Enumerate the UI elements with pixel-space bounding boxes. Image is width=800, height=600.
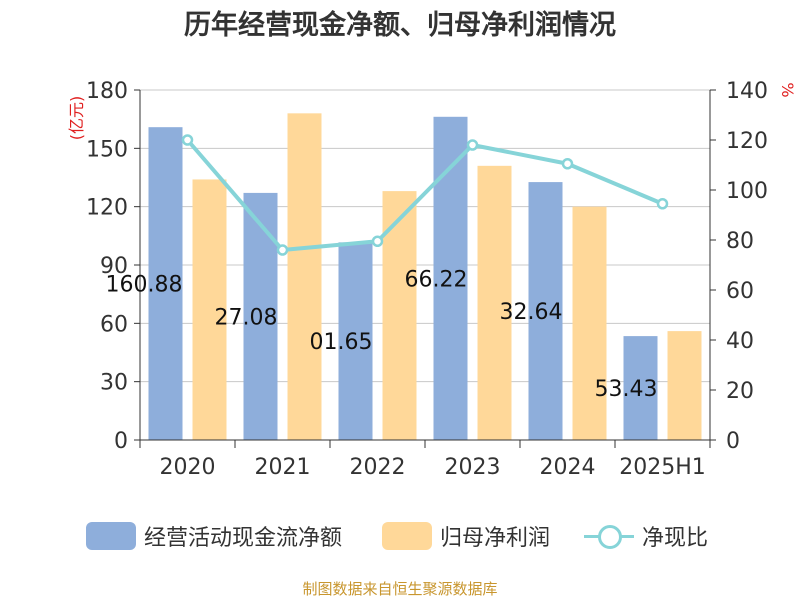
- ratio-point: [468, 141, 477, 150]
- legend: 经营活动现金流净额 归母净利润 净现比: [0, 516, 800, 556]
- data-label-cashflow: 53.43: [595, 377, 658, 402]
- bar-profit: [288, 113, 322, 440]
- bar-profit: [573, 207, 607, 440]
- y-left-tick-label: 180: [86, 79, 128, 104]
- ratio-point: [278, 246, 287, 255]
- chart-title: 历年经营现金净额、归母净利润情况: [184, 9, 616, 41]
- legend-label-ratio: 净现比: [642, 520, 708, 552]
- y-left-tick-label: 120: [86, 196, 128, 221]
- y-left-tick-label: 60: [100, 312, 128, 337]
- legend-swatch-cashflow: [86, 522, 136, 550]
- y-right-tick-label: 0: [726, 429, 740, 454]
- y-right-tick-label: 140: [726, 79, 768, 104]
- y-right-tick-label: 20: [726, 379, 754, 404]
- data-label-cashflow: 66.22: [405, 267, 468, 292]
- x-tick-label: 2020: [160, 455, 216, 480]
- data-label-cashflow: 27.08: [215, 305, 278, 330]
- chart: 历年经营现金净额、归母净利润情况 03060901201501800204060…: [0, 0, 800, 600]
- data-label-cashflow: 01.65: [310, 330, 373, 355]
- ratio-point: [658, 199, 667, 208]
- ratio-point: [563, 159, 572, 168]
- source-note: 制图数据来自恒生聚源数据库: [0, 578, 800, 599]
- ratio-point: [373, 237, 382, 246]
- x-tick-label: 2023: [445, 455, 501, 480]
- bar-profit: [668, 331, 702, 440]
- x-tick-label: 2024: [540, 455, 596, 480]
- y-left-axis-label: (亿元): [67, 96, 86, 141]
- y-right-tick-label: 100: [726, 179, 768, 204]
- legend-swatch-profit: [382, 522, 432, 550]
- legend-label-profit: 归母净利润: [440, 520, 550, 552]
- y-right-axis-label: %: [778, 82, 797, 97]
- legend-label-cashflow: 经营活动现金流净额: [144, 520, 342, 552]
- x-tick-label: 2022: [350, 455, 406, 480]
- y-right-tick-label: 80: [726, 229, 754, 254]
- data-label-cashflow: 32.64: [500, 300, 563, 325]
- y-left-tick-label: 0: [114, 429, 128, 454]
- data-label-cashflow: 160.88: [106, 273, 183, 298]
- legend-item-ratio[interactable]: 净现比: [584, 516, 708, 556]
- legend-item-profit[interactable]: 归母净利润: [382, 516, 550, 556]
- y-right-tick-label: 60: [726, 279, 754, 304]
- ratio-point: [183, 136, 192, 145]
- y-right-tick-label: 120: [726, 129, 768, 154]
- legend-item-cashflow[interactable]: 经营活动现金流净额: [86, 516, 342, 556]
- legend-swatch-ratio: [584, 522, 634, 550]
- x-tick-label: 2021: [255, 455, 311, 480]
- y-left-tick-label: 30: [100, 371, 128, 396]
- y-left-tick-label: 150: [86, 137, 128, 162]
- y-right-tick-label: 40: [726, 329, 754, 354]
- x-tick-label: 2025H1: [619, 455, 706, 480]
